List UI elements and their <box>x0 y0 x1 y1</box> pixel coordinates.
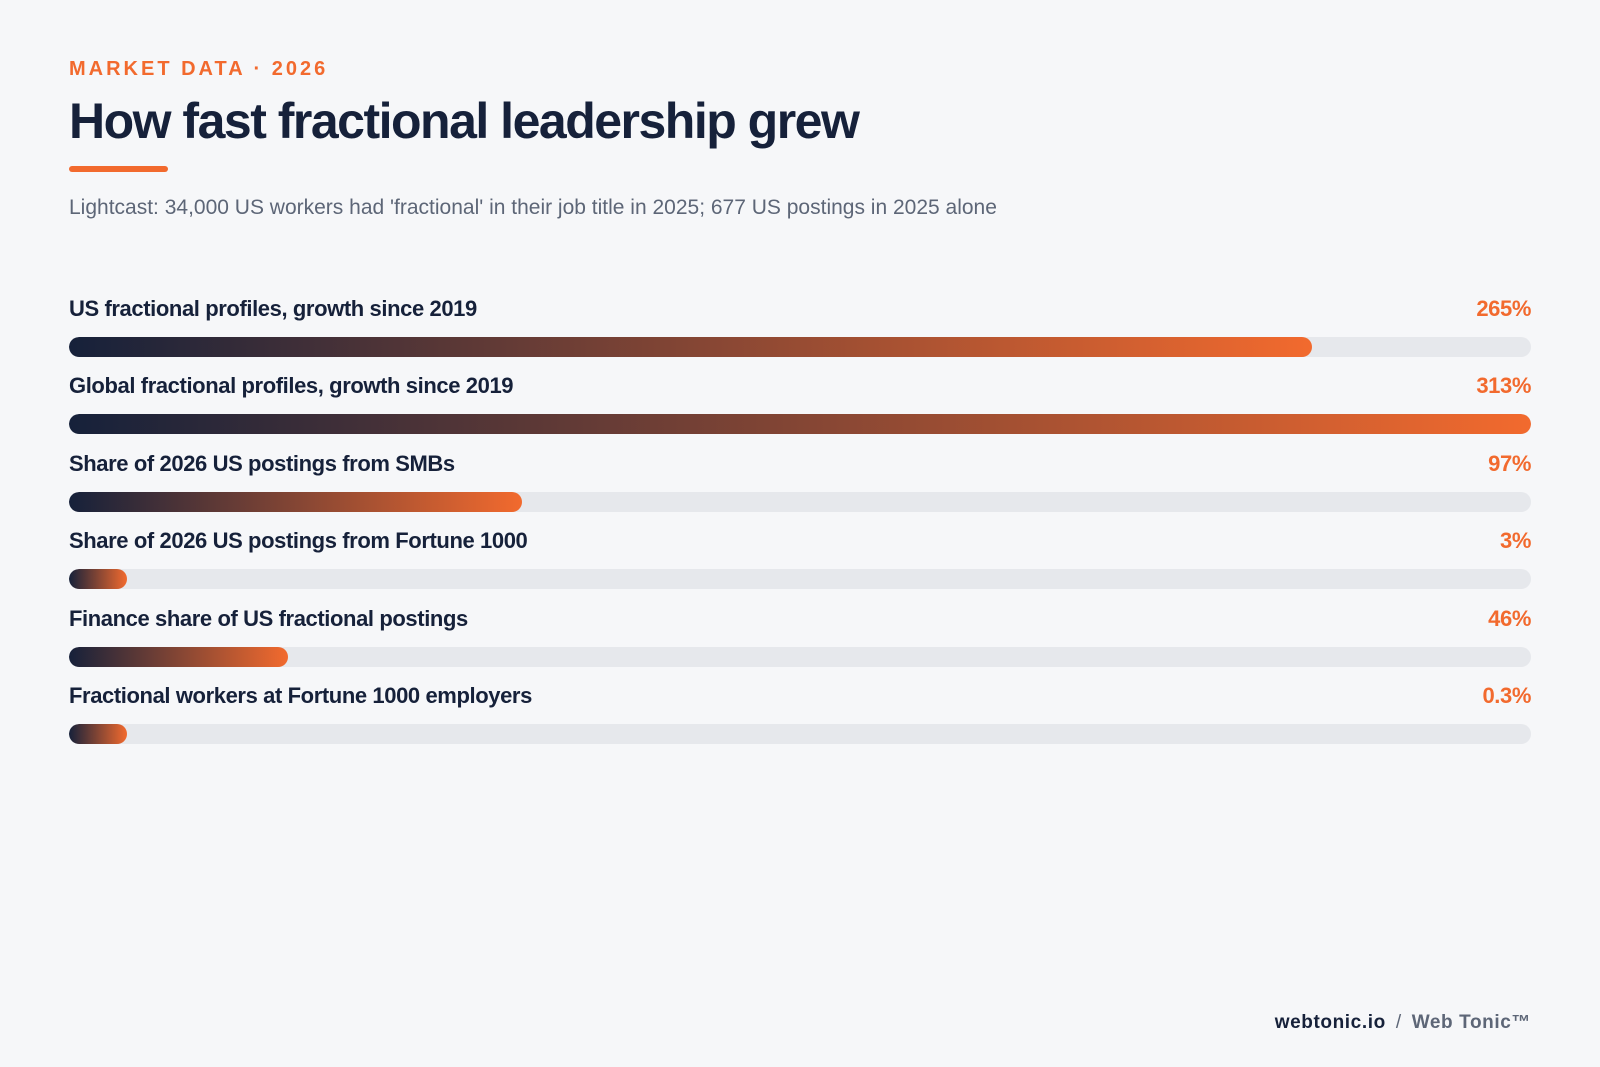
bar-row-header: Share of 2026 US postings from Fortune 1… <box>69 528 1531 562</box>
bar-fill <box>69 723 128 744</box>
bar-row-header: US fractional profiles, growth since 201… <box>69 296 1531 330</box>
bar-track <box>69 646 1531 667</box>
bar-row: Global fractional profiles, growth since… <box>69 373 1531 450</box>
bar-value-label: 97% <box>1488 450 1531 476</box>
bar-label: Global fractional profiles, growth since… <box>69 373 514 399</box>
subtitle: Lightcast: 34,000 US workers had 'fracti… <box>69 196 997 219</box>
bar-label: Fractional workers at Fortune 1000 emplo… <box>69 682 532 708</box>
bar-track <box>69 723 1531 744</box>
bar-track <box>69 569 1531 590</box>
footer-credit: webtonic.io / Web Tonic™ <box>1275 1012 1531 1034</box>
footer-brand: Web Tonic™ <box>1411 1012 1531 1033</box>
bar-value-label: 0.3% <box>1482 682 1531 708</box>
bar-row: US fractional profiles, growth since 201… <box>69 296 1531 373</box>
bar-row-header: Share of 2026 US postings from SMBs 97% <box>69 451 1531 485</box>
bar-fill <box>69 337 1312 357</box>
bar-value-label: 265% <box>1476 296 1531 321</box>
title-accent-rule <box>69 166 168 172</box>
bar-fill <box>69 569 128 590</box>
bar-row: Share of 2026 US postings from SMBs 97% <box>69 451 1531 528</box>
bar-chart: US fractional profiles, growth since 201… <box>69 296 1531 760</box>
page-title: How fast fractional leadership grew <box>69 93 860 149</box>
bar-row: Finance share of US fractional postings 4… <box>69 606 1531 683</box>
bar-row-header: Finance share of US fractional postings 4… <box>69 606 1531 640</box>
bar-track <box>69 491 1531 512</box>
eyebrow-label: MARKET DATA · 2026 <box>69 58 329 80</box>
bar-label: US fractional profiles, growth since 201… <box>69 296 477 321</box>
bar-value-label: 3% <box>1500 528 1531 554</box>
bar-row: Fractional workers at Fortune 1000 emplo… <box>69 683 1531 760</box>
bar-row-header: Fractional workers at Fortune 1000 emplo… <box>69 683 1531 717</box>
bar-label: Share of 2026 US postings from Fortune 1… <box>69 528 528 554</box>
bar-value-label: 313% <box>1476 373 1531 399</box>
bar-row-header: Global fractional profiles, growth since… <box>69 373 1531 407</box>
bar-fill <box>69 646 289 667</box>
bar-label: Finance share of US fractional postings <box>69 605 468 631</box>
bar-fill <box>69 491 523 512</box>
bar-track <box>69 414 1531 435</box>
bar-value-label: 46% <box>1488 605 1531 631</box>
footer-separator: / <box>1395 1012 1402 1033</box>
bar-label: Share of 2026 US postings from SMBs <box>69 450 455 476</box>
bar-row: Share of 2026 US postings from Fortune 1… <box>69 528 1531 605</box>
bar-fill <box>69 414 1531 435</box>
bar-track <box>69 337 1531 357</box>
footer-site: webtonic.io <box>1274 1012 1386 1033</box>
